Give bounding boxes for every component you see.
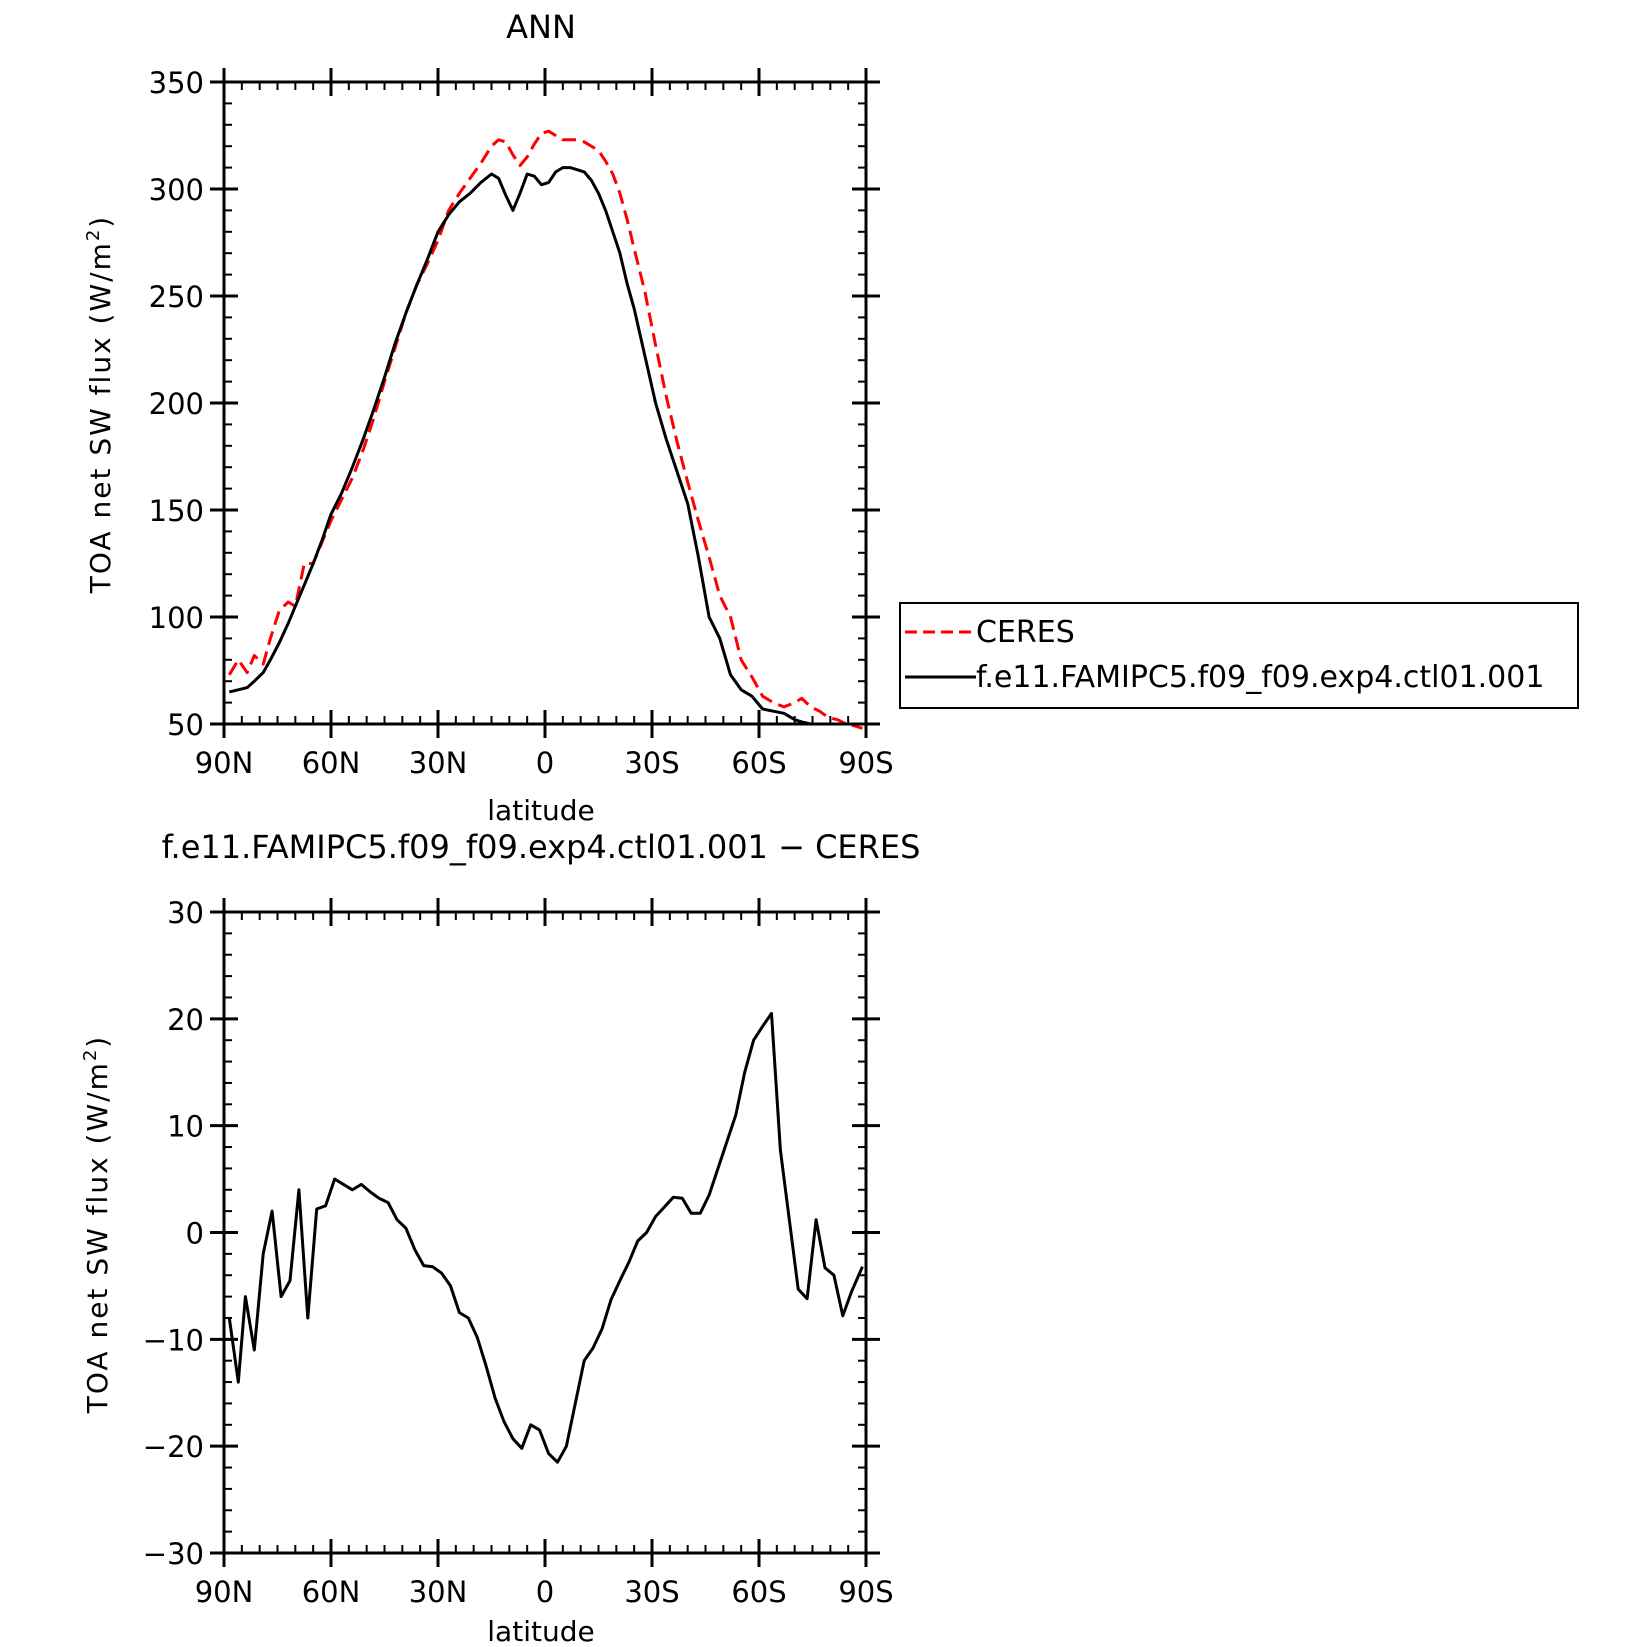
top-y-tick-label: 300 (149, 173, 204, 207)
top-chart-title: ANN (506, 8, 576, 46)
top-x-tick-label: 60N (302, 746, 361, 780)
top-y-tick-label: 150 (149, 494, 204, 528)
top-x-tick-label: 90S (838, 746, 893, 780)
legend: CERES f.e11.FAMIPC5.f09_f09.exp4.ctl01.0… (899, 602, 1579, 709)
top-x-tick-label: 60S (731, 746, 786, 780)
bottom-y-tick-label: −10 (143, 1323, 204, 1357)
bottom-chart-title: f.e11.FAMIPC5.f09_f09.exp4.ctl01.001 − C… (162, 828, 921, 866)
top-x-tick-label: 90N (195, 746, 254, 780)
legend-box (899, 602, 1579, 709)
top-plot-frame (222, 80, 868, 726)
bottom-series-line-difference (227, 1012, 864, 1464)
bottom-x-tick-label: 60S (731, 1575, 786, 1609)
bottom-y-tick-label: 20 (167, 1003, 204, 1037)
bottom-y-axis-label: TOA net SW flux (W/m2) (80, 1035, 114, 1414)
bottom-y-tick-label: 0 (186, 1217, 204, 1251)
top-series-line-ceres (228, 129, 863, 730)
top-x-tick-label: 30N (409, 746, 468, 780)
top-y-axis-label: TOA net SW flux (W/m2) (83, 215, 117, 594)
bottom-x-tick-label: 30S (624, 1575, 679, 1609)
bottom-x-tick-label: 60N (302, 1575, 361, 1609)
bottom-chart: f.e11.FAMIPC5.f09_f09.exp4.ctl01.001 − C… (80, 828, 920, 1647)
bottom-x-tick-label: 90N (195, 1575, 254, 1609)
top-y-tick-label: 350 (149, 66, 204, 100)
legend-ceres-label: CERES (976, 615, 1075, 650)
top-y-tick-label: 100 (149, 601, 204, 635)
bottom-plot-area: 90N 60N 30N 0 30S 60S 90S −30 −20 −10 0 10 20 30 (143, 896, 894, 1609)
bottom-plot-frame (222, 910, 868, 1555)
bottom-x-tick-label: 30N (409, 1575, 468, 1609)
bottom-y-tick-label: 10 (167, 1110, 204, 1144)
top-y-tick-label: 250 (149, 280, 204, 314)
legend-model-label: f.e11.FAMIPC5.f09_f09.exp4.ctl01.001 (976, 660, 1544, 695)
bottom-y-tick-label: −30 (143, 1537, 204, 1571)
top-x-tick-label: 0 (536, 746, 554, 780)
top-plot-area: 90N 60N 30N 0 30S 60S 90S 50 100 150 200 250 300 350 (149, 66, 894, 780)
bottom-x-tick-label: 90S (838, 1575, 893, 1609)
top-y-tick-label: 200 (149, 387, 204, 421)
top-x-axis-label: latitude (487, 794, 594, 827)
top-chart: ANN 90N 60N 30N 0 30S 60S 90S 50 100 150 200 250 300… (83, 8, 894, 827)
top-series-line-f-e11-famipc5-f09-f09-exp4-ctl01-001 (228, 166, 863, 726)
bottom-x-axis-label: latitude (487, 1615, 594, 1647)
bottom-x-tick-label: 0 (536, 1575, 554, 1609)
top-y-tick-label: 50 (167, 708, 204, 742)
bottom-y-tick-label: 30 (167, 896, 204, 930)
top-x-tick-label: 30S (624, 746, 679, 780)
bottom-y-tick-label: −20 (143, 1430, 204, 1464)
